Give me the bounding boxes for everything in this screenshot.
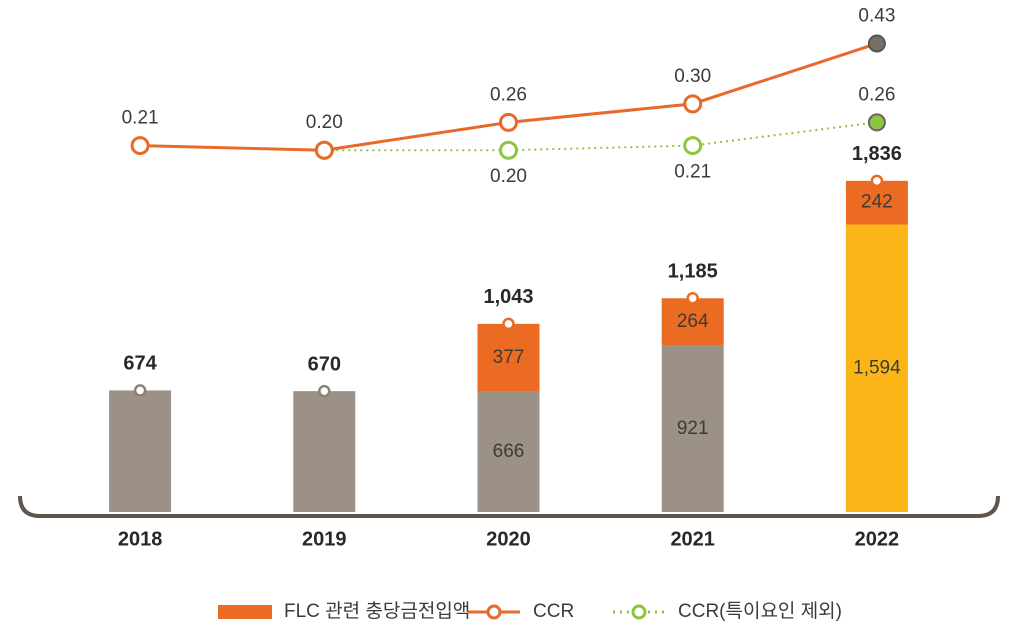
bar-segment [661,345,724,512]
line-marker [499,140,518,160]
x-tick-label: 2020 [486,528,531,550]
bar-value-label: 377 [493,347,525,368]
bar-segment [109,390,172,512]
bar-segment [477,391,540,512]
line-value-label: 0.21 [122,108,159,129]
total-label: 1,185 [668,261,718,283]
bar-segment [845,224,908,512]
line-value-label: 0.43 [858,6,895,27]
line-value-label: 0.20 [306,112,343,133]
bar-value-label: 1,594 [853,357,901,378]
legend-marker [486,604,502,620]
line-marker [867,113,886,132]
bar-value-label: 264 [677,311,709,332]
legend-swatch [218,605,272,619]
bar-value-label: 242 [861,192,893,213]
total-label: 1,836 [852,143,902,165]
line-marker [499,112,518,132]
line-value-label: 0.21 [674,162,711,183]
total-label: 670 [308,353,341,375]
bar-segment [661,298,724,346]
total-marker [870,174,884,188]
legend-label: FLC 관련 충당금전입액 [284,600,470,622]
bar-segment [845,180,908,225]
x-tick-label: 2018 [118,528,163,550]
line-marker [683,94,703,114]
legend-marker [631,604,647,620]
total-label: 1,043 [483,286,533,308]
x-tick-label: 2021 [670,528,715,550]
bar-segment [293,391,356,512]
total-marker [133,384,147,397]
total-marker [686,292,699,305]
line-value-label: 0.26 [858,84,895,105]
x-tick-label: 2019 [302,528,347,550]
legend-label: CCR [533,601,574,622]
x-tick-label: 2022 [855,528,900,550]
line-value-label: 0.20 [490,166,527,187]
line [324,121,878,152]
bar-segment [477,323,540,392]
bar-value-label: 921 [677,418,709,439]
line-value-label: 0.26 [490,84,527,105]
line-marker [867,34,886,53]
line-marker [314,140,334,160]
total-marker [318,384,331,398]
line-marker [683,136,703,156]
line-marker [130,136,150,156]
total-label: 674 [123,353,157,375]
line-value-label: 0.30 [674,66,711,87]
total-marker [502,317,515,331]
legend-label: CCR(특이요인 제외) [678,600,842,622]
axis-baseline [18,495,1000,518]
bar-value-label: 666 [493,441,525,462]
